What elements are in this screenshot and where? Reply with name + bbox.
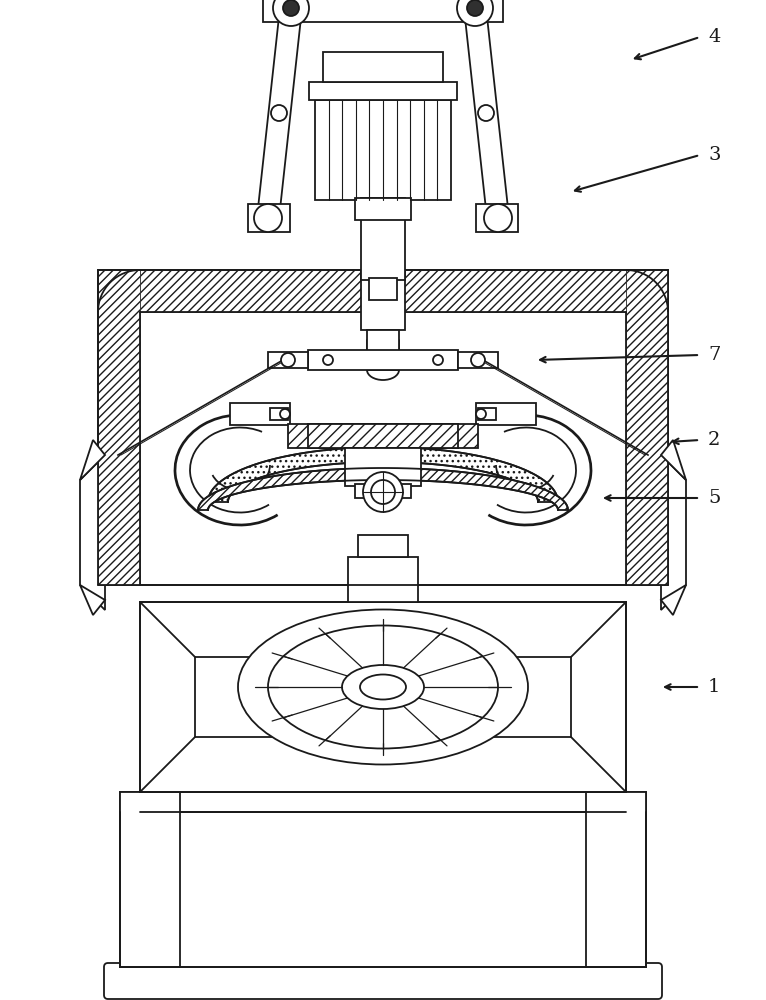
Polygon shape — [80, 440, 105, 480]
Bar — [358, 535, 408, 557]
Ellipse shape — [360, 674, 406, 700]
Bar — [476, 204, 518, 232]
Bar — [586, 792, 646, 967]
Bar — [478, 408, 496, 420]
Bar — [98, 270, 668, 585]
Polygon shape — [464, 7, 509, 219]
Bar — [195, 657, 571, 737]
Bar — [308, 424, 458, 448]
Polygon shape — [208, 447, 558, 502]
Polygon shape — [661, 440, 686, 480]
Bar — [361, 270, 405, 330]
Bar — [108, 967, 658, 995]
Bar — [98, 270, 140, 585]
Circle shape — [271, 105, 287, 121]
Circle shape — [476, 409, 486, 419]
Bar — [268, 352, 308, 368]
Circle shape — [484, 204, 512, 232]
Bar — [323, 52, 443, 82]
Polygon shape — [661, 585, 686, 615]
Circle shape — [433, 355, 443, 365]
Bar — [345, 448, 421, 486]
Bar — [230, 403, 290, 425]
Ellipse shape — [268, 626, 498, 748]
Bar — [361, 198, 405, 280]
Bar — [355, 484, 411, 498]
Circle shape — [478, 105, 494, 121]
Polygon shape — [257, 7, 302, 219]
Bar — [309, 82, 457, 100]
Ellipse shape — [238, 609, 528, 764]
Circle shape — [273, 0, 309, 26]
Bar — [369, 278, 397, 300]
Bar — [120, 792, 646, 812]
Bar — [270, 408, 288, 420]
Circle shape — [283, 0, 299, 16]
Circle shape — [323, 355, 333, 365]
Bar — [458, 352, 498, 368]
Text: 4: 4 — [708, 28, 720, 46]
FancyBboxPatch shape — [104, 963, 662, 999]
Bar — [308, 424, 458, 448]
Bar — [120, 812, 646, 967]
Bar — [348, 557, 418, 602]
Text: 2: 2 — [708, 431, 720, 449]
Circle shape — [371, 480, 395, 504]
Circle shape — [281, 353, 295, 367]
Bar — [120, 792, 180, 967]
Bar — [355, 198, 411, 220]
Bar — [308, 350, 458, 370]
Circle shape — [457, 0, 493, 26]
Circle shape — [471, 353, 485, 367]
Circle shape — [467, 0, 483, 16]
Polygon shape — [661, 455, 686, 610]
Bar — [367, 330, 399, 370]
Text: 5: 5 — [708, 489, 720, 507]
Bar — [288, 424, 478, 448]
Bar — [626, 270, 668, 585]
Circle shape — [280, 409, 290, 419]
Text: 3: 3 — [708, 146, 721, 164]
Ellipse shape — [342, 665, 424, 709]
Text: 7: 7 — [708, 346, 720, 364]
Bar — [476, 403, 536, 425]
Polygon shape — [80, 455, 105, 610]
Circle shape — [363, 472, 403, 512]
Circle shape — [254, 204, 282, 232]
Bar — [263, 0, 503, 22]
Bar — [140, 602, 626, 792]
Bar — [315, 100, 451, 200]
Polygon shape — [198, 468, 568, 510]
Text: 1: 1 — [708, 678, 720, 696]
Bar — [140, 270, 626, 312]
Polygon shape — [80, 585, 105, 615]
Bar — [248, 204, 290, 232]
